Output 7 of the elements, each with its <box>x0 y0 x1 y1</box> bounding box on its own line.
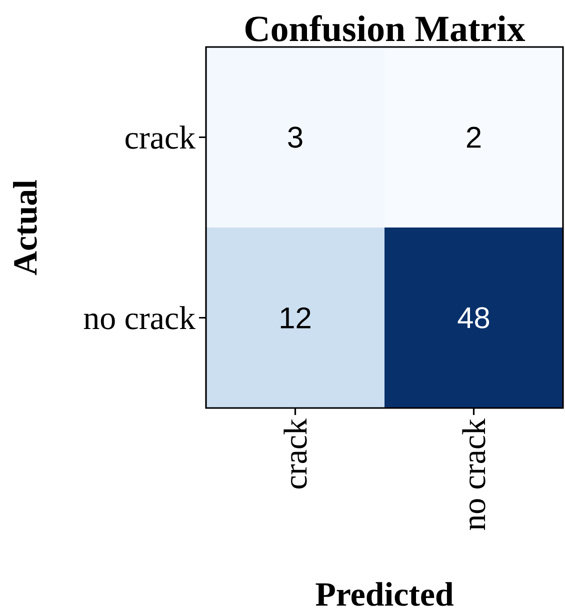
x-axis-title: Predicted <box>316 582 454 606</box>
chart-title: Confusion Matrix <box>246 15 526 42</box>
data-label: 2 <box>466 126 481 148</box>
data-label: 3 <box>288 126 302 148</box>
y-axis-title: Actual <box>13 180 37 276</box>
data-label: 12 <box>280 307 310 328</box>
data-label: 48 <box>458 307 490 328</box>
